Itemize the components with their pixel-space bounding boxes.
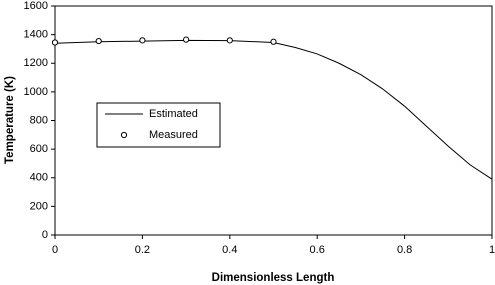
data-point xyxy=(139,37,146,44)
x-tick-label: 0 xyxy=(52,244,58,256)
data-point xyxy=(226,37,233,44)
y-axis-title: Temperature (K) xyxy=(4,76,16,164)
y-tick-label: 400 xyxy=(30,172,48,184)
y-tick-label: 1600 xyxy=(24,0,48,12)
y-tick-label: 1000 xyxy=(24,86,48,98)
y-tick-label: 800 xyxy=(30,114,48,126)
y-tick-label: 1400 xyxy=(24,29,48,41)
data-point xyxy=(95,37,102,45)
y-tick-label: 0 xyxy=(42,229,48,241)
legend-label: Measured xyxy=(149,129,198,141)
x-tick-label: 0.6 xyxy=(310,244,325,256)
legend-label: Estimated xyxy=(149,108,198,120)
x-tick-label: 0.4 xyxy=(222,244,237,256)
x-axis-title: Dimensionless Length xyxy=(212,272,335,284)
x-tick-label: 0.8 xyxy=(397,244,412,256)
data-point xyxy=(51,39,59,46)
y-tick-label: 200 xyxy=(30,200,48,212)
x-tick-label: 0.2 xyxy=(135,244,150,256)
line-series xyxy=(54,39,493,180)
y-tick-label: 600 xyxy=(30,143,48,155)
y-tick-label: 1200 xyxy=(24,57,48,69)
data-point xyxy=(183,36,190,43)
legend-marker xyxy=(120,131,128,139)
data-point xyxy=(270,38,277,45)
legend-box xyxy=(96,102,221,148)
x-tick-label: 1 xyxy=(489,244,495,256)
